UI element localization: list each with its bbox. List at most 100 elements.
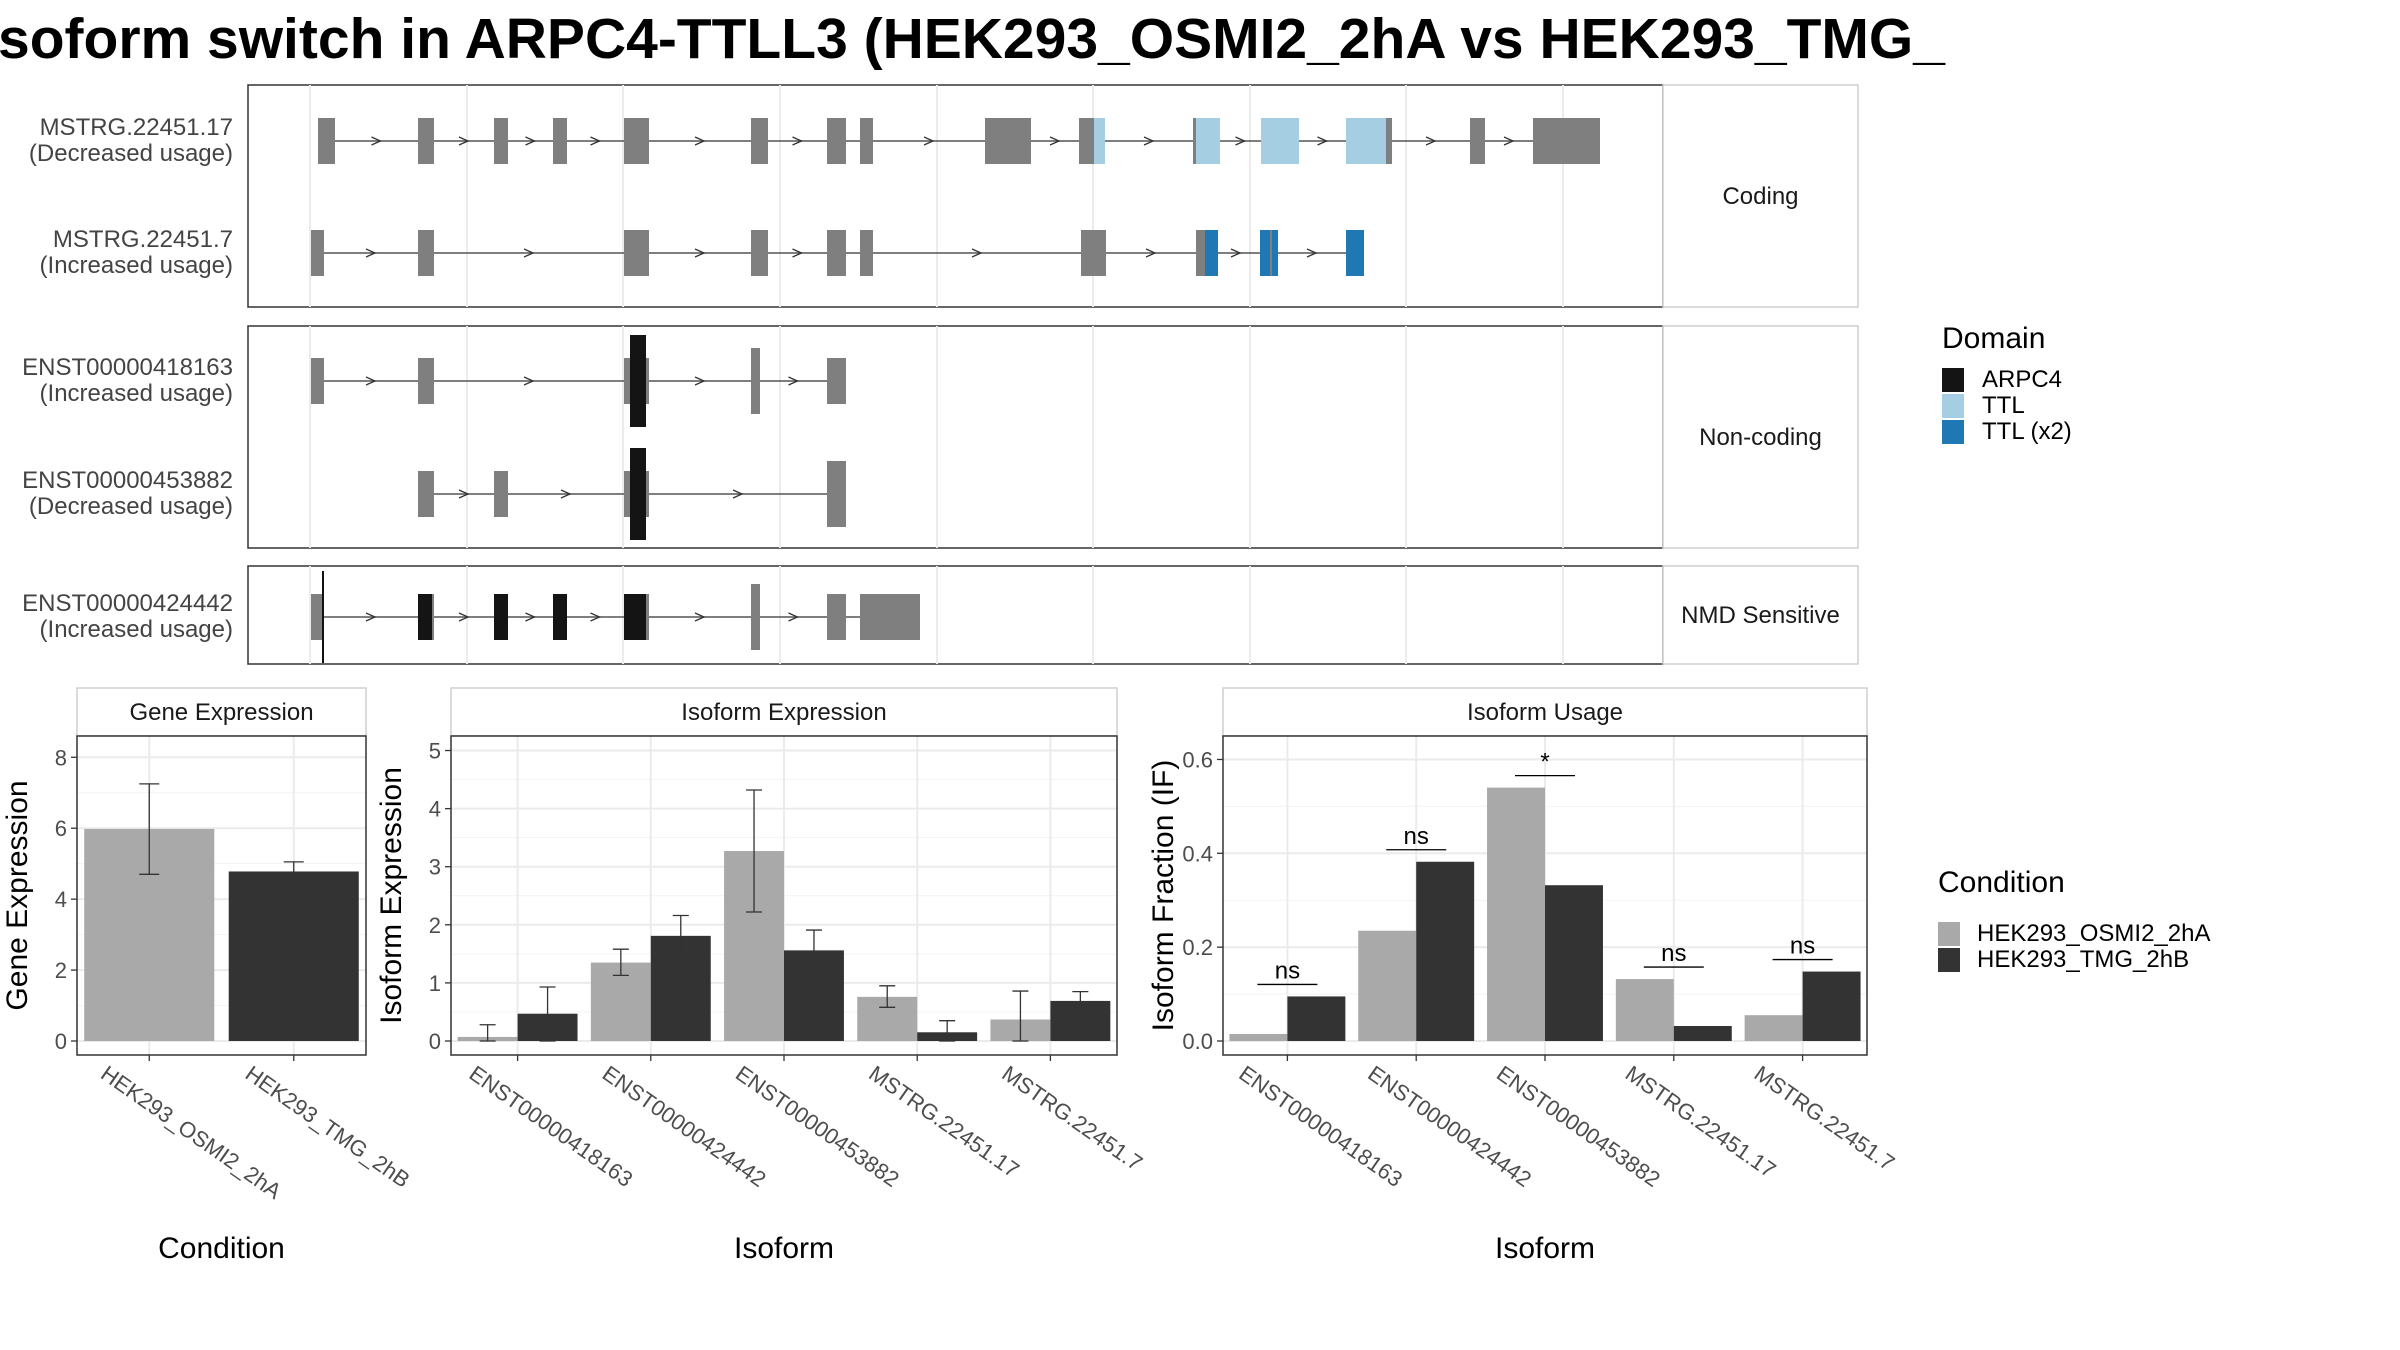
strand-arrow — [458, 136, 470, 146]
strand-arrow — [371, 136, 383, 146]
bar — [1487, 787, 1545, 1041]
plot-frame — [76, 735, 367, 1056]
exon — [418, 471, 434, 517]
bar — [228, 871, 359, 1041]
y-tick-label: 0.0 — [1182, 1029, 1213, 1054]
strand-arrow — [788, 376, 800, 386]
domain-ttl-x2- — [1205, 230, 1218, 276]
significance-label: ns — [1275, 957, 1300, 984]
y-tick-label: 1 — [429, 971, 441, 996]
strand-arrow — [365, 612, 377, 622]
strand-arrow — [788, 612, 800, 622]
exon — [860, 594, 920, 640]
exon — [827, 118, 846, 164]
x-axis-title: Isoform — [734, 1232, 834, 1265]
facet-strip-label: Coding — [1722, 183, 1798, 210]
exon — [494, 471, 508, 517]
strand-arrow — [1230, 248, 1242, 258]
facet-strip-label: Non-coding — [1699, 424, 1822, 451]
transcript-structure-panel: Coding Non-coding NMD Sensitive MSTRG.22451… — [22, 84, 1859, 665]
domain-ttl-x2- — [1260, 230, 1270, 276]
strand-arrow — [458, 612, 470, 622]
condition-legend-label: HEK293_TMG_2hB — [1977, 946, 2189, 973]
transcript-usage: (Increased usage) — [40, 616, 233, 643]
strand-arrow — [590, 612, 602, 622]
facet-non-coding: Non-coding — [247, 325, 1859, 549]
facet-strip — [76, 687, 367, 737]
exon — [751, 118, 768, 164]
exon — [494, 118, 508, 164]
domain-arpc4 — [630, 448, 646, 540]
strand-arrow — [732, 489, 744, 499]
strand-arrow — [1503, 136, 1515, 146]
exon — [827, 358, 846, 404]
domain-arpc4 — [624, 594, 646, 640]
bar — [1287, 996, 1346, 1041]
strand-arrow — [923, 136, 935, 146]
transcript-id: MSTRG.22451.7 — [53, 226, 233, 253]
transcript-id: ENST00000418163 — [22, 354, 233, 381]
transcript-id: ENST00000424442 — [22, 590, 233, 617]
y-tick-label: 2 — [55, 958, 67, 983]
y-tick-label: 0 — [429, 1029, 441, 1054]
facet-strip — [1662, 325, 1859, 549]
significance-label: ns — [1790, 933, 1815, 960]
bar — [1229, 1033, 1288, 1041]
facet-frame — [247, 565, 1664, 665]
domain-arpc4 — [418, 594, 432, 640]
strand-arrow — [560, 489, 572, 499]
facet-strip-label: NMD Sensitive — [1681, 602, 1840, 629]
x-axis-title: Isoform — [1495, 1232, 1595, 1265]
chart-gene-expression: Gene Expression02468HEK293_OSMI2_2hAHEK2… — [1, 687, 414, 1265]
facet-frame — [247, 84, 1664, 308]
condition-legend-swatch — [1938, 948, 1960, 972]
domain-legend-swatch — [1942, 394, 1964, 418]
facet-strip — [450, 687, 1118, 737]
transcript-usage: (Decreased usage) — [29, 140, 233, 167]
transcript-usage: (Increased usage) — [40, 380, 233, 407]
y-tick-label: 0.4 — [1182, 841, 1213, 866]
exon — [751, 230, 768, 276]
figure-title: soform switch in ARPC4-TTLL3 (HEK293_OSM… — [0, 7, 1946, 71]
exon — [1533, 118, 1553, 164]
condition-legend-swatch — [1938, 922, 1960, 946]
domain-ttl — [1346, 118, 1386, 164]
domain-ttl — [1196, 118, 1220, 164]
significance-label: * — [1540, 749, 1549, 776]
facet-nmd-sensitive: NMD Sensitive — [247, 565, 1859, 665]
strand-arrow — [1049, 136, 1061, 146]
strand-arrow — [792, 136, 804, 146]
strand-arrow — [523, 376, 535, 386]
domain-ttl — [1261, 118, 1299, 164]
facet-strip — [1662, 84, 1859, 308]
strand-arrow — [1306, 248, 1318, 258]
exon — [860, 118, 873, 164]
strand-arrow — [792, 248, 804, 258]
facet-frame — [247, 325, 1664, 549]
strand-arrow — [971, 248, 983, 258]
exon — [311, 594, 324, 640]
transcript-ENST00000418163: ENST00000418163(Increased usage) — [22, 335, 846, 427]
y-tick-label: 4 — [429, 797, 441, 822]
strand-arrow — [1143, 136, 1155, 146]
strand-arrow — [694, 248, 706, 258]
y-axis-title: Gene Expression — [1, 780, 34, 1010]
y-tick-label: 0.2 — [1182, 935, 1213, 960]
domain-legend-label: ARPC4 — [1982, 366, 2062, 393]
exon — [751, 584, 760, 650]
bar — [1545, 885, 1603, 1041]
transcript-usage: (Decreased usage) — [29, 493, 233, 520]
exon — [311, 230, 324, 276]
exon — [624, 118, 649, 164]
exon — [1470, 118, 1485, 164]
y-tick-label: 4 — [55, 887, 67, 912]
domain-arpc4 — [494, 594, 508, 640]
domain-legend-title: Domain — [1942, 322, 2045, 355]
exon — [860, 230, 873, 276]
domain-legend-label: TTL (x2) — [1982, 418, 2072, 445]
strand-arrow — [1235, 136, 1247, 146]
bar — [1358, 930, 1417, 1041]
